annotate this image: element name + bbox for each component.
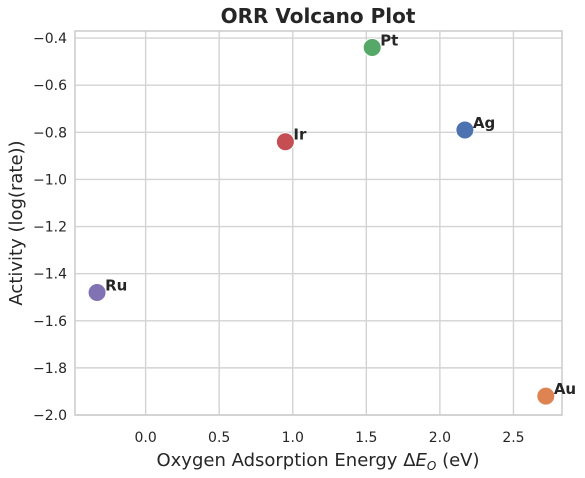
- y-axis-label: Activity (log(rate)): [6, 140, 27, 305]
- data-point-label: Ag: [473, 114, 495, 132]
- data-point-au: [536, 386, 556, 406]
- data-point-pt: [362, 37, 382, 57]
- data-point-label: Ir: [293, 126, 307, 144]
- x-axis-label-unit: (eV): [442, 450, 479, 471]
- y-tick-label: −1.0: [33, 172, 67, 188]
- data-point-ru: [87, 282, 107, 302]
- x-tick-label: 1.0: [282, 430, 304, 446]
- y-tick-label: −1.6: [33, 314, 67, 330]
- y-tick-label: −0.8: [33, 125, 67, 141]
- x-tick-label: 0.0: [134, 430, 156, 446]
- x-axis-label-subscript: O: [427, 459, 436, 473]
- y-tick-label: −0.4: [33, 31, 67, 47]
- chart-title: ORR Volcano Plot: [221, 4, 416, 28]
- x-axis-label: Oxygen Adsorption Energy ΔEO (eV): [156, 450, 479, 473]
- data-point-ir: [275, 132, 295, 152]
- y-tick-label: −0.6: [33, 78, 67, 94]
- data-point-ag: [455, 120, 475, 140]
- x-tick-label: 1.5: [355, 430, 377, 446]
- data-point-label: Ru: [105, 276, 127, 294]
- plot-frame: [74, 30, 563, 416]
- x-tick-label: 2.0: [429, 430, 451, 446]
- y-tick-label: −2.0: [33, 408, 67, 424]
- data-point-label: Pt: [380, 31, 398, 49]
- y-tick-label: −1.2: [33, 220, 67, 236]
- y-tick-label: −1.4: [33, 267, 67, 283]
- grid-lines: [75, 31, 562, 416]
- x-axis-label-text: Oxygen Adsorption Energy: [156, 450, 397, 471]
- x-axis-label-symbol: E: [416, 450, 428, 471]
- x-axis-label-delta: Δ: [403, 450, 416, 471]
- tick-labels: 0.0 0.5 1.0 1.5 2.0 2.5 −2.0 −1.8 −1.6 −1.4 −1.2 −1…: [33, 31, 525, 446]
- data-point-label: Au: [554, 380, 576, 398]
- data-points: Ag Au Pt Ir Ru: [87, 31, 576, 406]
- x-tick-label: 2.5: [502, 430, 524, 446]
- x-tick-label: 0.5: [208, 430, 230, 446]
- y-tick-label: −1.8: [33, 361, 67, 377]
